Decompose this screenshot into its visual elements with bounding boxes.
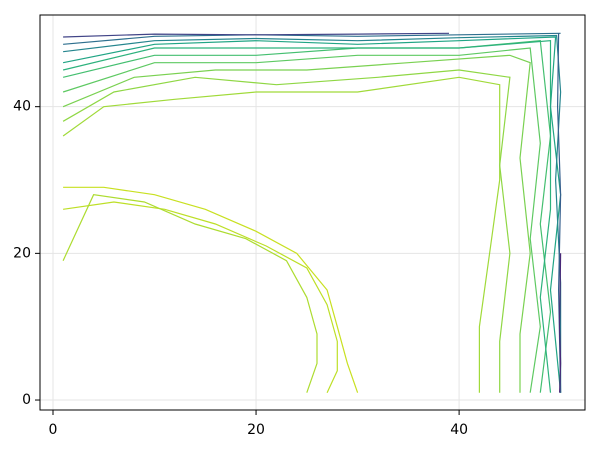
contour-line [62, 69, 511, 393]
contour-line [62, 40, 552, 393]
contour-line [62, 54, 531, 393]
contour-line [63, 186, 359, 393]
x-tick-label: 20 [247, 422, 265, 438]
contour-line [63, 201, 338, 393]
y-tick-label: 40 [13, 99, 31, 115]
y-tick-label: 20 [13, 245, 31, 261]
plot-frame [39, 14, 586, 411]
contour-line [558, 253, 562, 393]
y-tick-label: 0 [22, 392, 31, 408]
x-tick-label: 40 [450, 422, 468, 438]
contour-line [63, 32, 561, 45]
contour-line [62, 76, 501, 393]
contour-line [62, 36, 562, 393]
contour-line [62, 194, 318, 393]
x-tick-label: 0 [49, 422, 58, 438]
contour-line [62, 40, 552, 393]
contour-line [63, 32, 450, 38]
contour-line [62, 47, 541, 393]
contour-line [63, 34, 562, 393]
